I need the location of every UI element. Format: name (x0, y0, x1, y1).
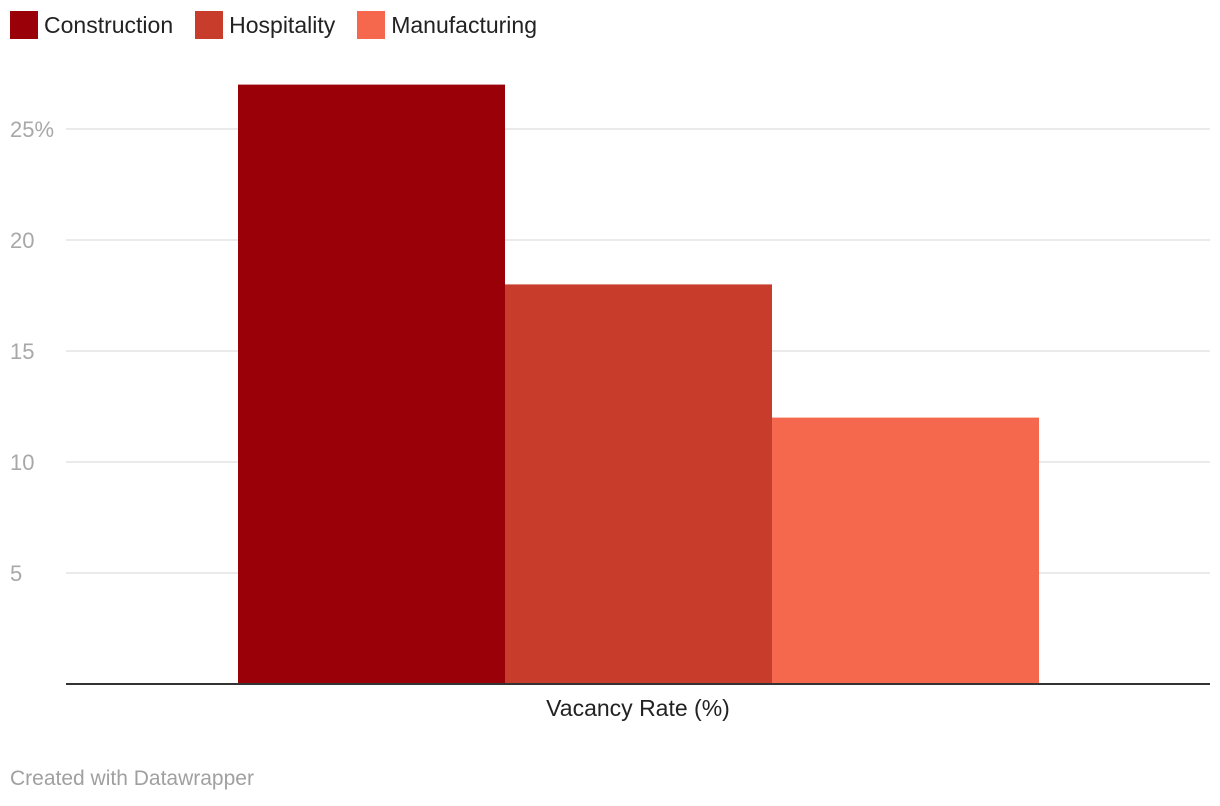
legend: Construction Hospitality Manufacturing (10, 11, 559, 39)
y-tick-label-5: 5 (10, 561, 22, 586)
legend-label-manufacturing: Manufacturing (391, 11, 537, 38)
legend-label-construction: Construction (44, 11, 174, 38)
footer-credit: Created with Datawrapper (10, 767, 254, 790)
bars (238, 84, 1039, 685)
bar-manufacturing (772, 417, 1039, 684)
y-tick-label-15: 15 (10, 339, 34, 364)
legend-item-construction: Construction (10, 11, 173, 39)
legend-label-hospitality: Hospitality (229, 11, 336, 38)
x-axis-category-label: Vacancy Rate (%) (546, 695, 730, 721)
legend-swatch-construction (10, 11, 38, 39)
bar-construction (238, 84, 505, 685)
bar-hospitality (505, 284, 772, 684)
y-tick-label-25: 25% (10, 117, 54, 142)
y-axis-ticks: 5 10 15 20 25% (10, 117, 54, 586)
legend-item-manufacturing: Manufacturing (357, 11, 537, 39)
y-tick-label-20: 20 (10, 228, 34, 253)
y-tick-label-10: 10 (10, 450, 34, 475)
legend-swatch-hospitality (195, 11, 224, 39)
legend-swatch-manufacturing (357, 11, 386, 39)
legend-item-hospitality: Hospitality (195, 11, 335, 39)
